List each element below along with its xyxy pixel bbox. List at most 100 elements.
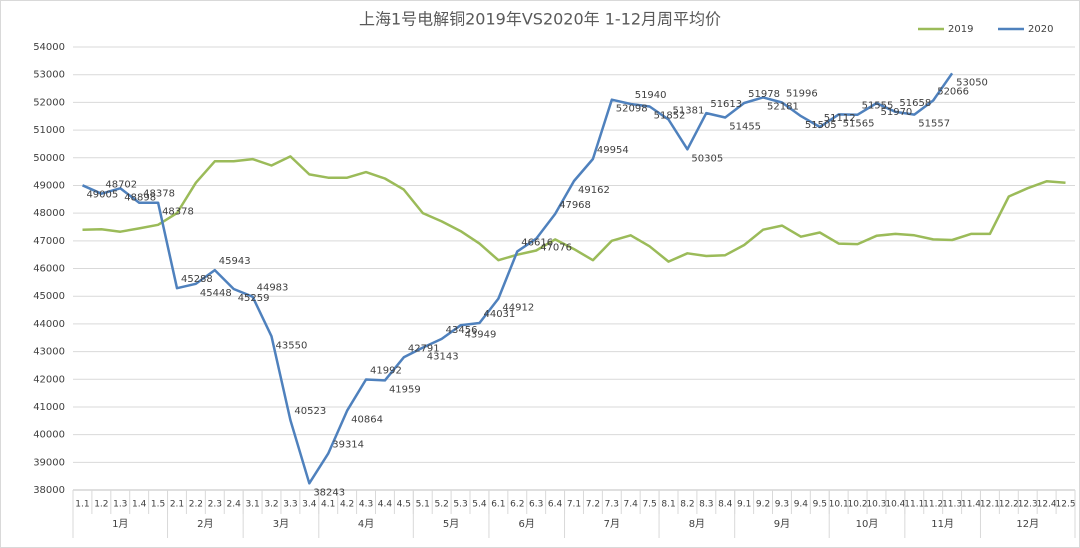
x-tick-label: 7.1 — [567, 500, 581, 510]
data-label: 44912 — [502, 303, 534, 314]
x-tick-label: 2.3 — [208, 500, 222, 510]
x-tick-label: 6.1 — [491, 500, 505, 510]
data-label: 40864 — [351, 415, 383, 426]
x-tick-label: 11.1 — [904, 500, 924, 510]
y-tick-label: 46000 — [33, 264, 65, 275]
x-tick-label: 4.4 — [378, 500, 393, 510]
data-label: 41959 — [389, 384, 421, 395]
x-tick-label: 9.2 — [756, 500, 770, 510]
x-tick-label: 5.3 — [453, 500, 467, 510]
data-label: 49005 — [86, 189, 118, 200]
y-tick-label: 45000 — [33, 291, 65, 302]
data-label: 43550 — [276, 340, 308, 351]
data-label: 45288 — [181, 274, 213, 285]
data-label: 44031 — [483, 309, 515, 320]
x-tick-label: 11.2 — [923, 500, 943, 510]
data-label: 45943 — [219, 256, 251, 267]
x-tick-label: 8.3 — [699, 500, 713, 510]
y-tick-label: 38000 — [33, 485, 65, 496]
group-label: 4月 — [358, 518, 374, 530]
data-label: 43949 — [465, 329, 497, 340]
data-label: 48378 — [162, 207, 194, 218]
data-label: 52066 — [937, 87, 969, 98]
x-tick-label: 4.5 — [397, 500, 411, 510]
x-tick-label: 3.3 — [283, 500, 297, 510]
data-label: 49162 — [578, 185, 610, 196]
x-tick-label: 3.4 — [302, 500, 317, 510]
data-label: 51978 — [748, 89, 780, 100]
x-tick-label: 6.3 — [529, 500, 543, 510]
x-tick-label: 10.1 — [829, 500, 849, 510]
data-label: 51852 — [654, 110, 686, 121]
x-tick-label: 3.1 — [245, 500, 259, 510]
x-tick-label: 5.2 — [434, 500, 448, 510]
x-tick-label: 7.3 — [605, 500, 619, 510]
y-tick-label: 51000 — [33, 125, 65, 136]
data-label: 51996 — [786, 88, 818, 99]
data-label: 53050 — [956, 77, 988, 88]
y-tick-label: 52000 — [33, 97, 65, 108]
y-tick-label: 48000 — [33, 208, 65, 219]
data-label: 51970 — [880, 107, 912, 118]
x-tick-label: 10.3 — [866, 500, 886, 510]
data-label: 47076 — [540, 243, 572, 254]
y-tick-label: 42000 — [33, 374, 65, 385]
x-tick-label: 9.4 — [794, 500, 809, 510]
x-tick-label: 7.2 — [586, 500, 600, 510]
y-tick-label: 39000 — [33, 457, 65, 468]
data-label: 45259 — [238, 293, 270, 304]
y-tick-label: 50000 — [33, 153, 65, 164]
group-label: 2月 — [197, 518, 213, 530]
chart-title: 上海1号电解铜2019年VS2020年 1-12月周平均价 — [359, 10, 721, 29]
group-label: 3月 — [273, 518, 289, 530]
group-label: 6月 — [519, 518, 535, 530]
data-label: 41992 — [370, 365, 402, 376]
x-tick-label: 1.4 — [132, 500, 147, 510]
data-label: 51613 — [710, 99, 742, 110]
legend-label: 2019 — [948, 24, 973, 35]
y-tick-label: 47000 — [33, 236, 65, 247]
data-label: 51565 — [843, 118, 875, 129]
x-tick-label: 4.1 — [321, 500, 335, 510]
x-tick-label: 2.2 — [189, 500, 203, 510]
x-tick-label: 12.5 — [1056, 500, 1076, 510]
series-line — [82, 155, 1066, 263]
data-label: 51557 — [918, 119, 950, 130]
series-line — [81, 72, 954, 485]
data-label: 48702 — [105, 180, 137, 191]
y-tick-label: 53000 — [33, 70, 65, 81]
x-tick-label: 9.5 — [813, 500, 827, 510]
group-label: 1月 — [112, 518, 128, 530]
x-tick-label: 7.4 — [624, 500, 639, 510]
x-tick-label: 10.4 — [885, 500, 905, 510]
data-label: 51658 — [899, 98, 931, 109]
x-tick-label: 2.1 — [170, 500, 184, 510]
x-tick-label: 2.4 — [227, 500, 242, 510]
x-tick-label: 12.3 — [1018, 500, 1038, 510]
legend-label: 2020 — [1028, 24, 1053, 35]
x-tick-label: 9.3 — [775, 500, 789, 510]
data-label: 51555 — [862, 101, 894, 112]
data-label: 45448 — [200, 288, 232, 299]
data-label: 51112 — [824, 113, 856, 124]
x-tick-label: 3.2 — [264, 500, 278, 510]
group-label: 5月 — [443, 518, 459, 530]
data-label: 52181 — [767, 101, 799, 112]
y-tick-label: 44000 — [33, 319, 65, 330]
x-tick-label: 8.4 — [718, 500, 733, 510]
y-tick-label: 41000 — [33, 402, 65, 413]
data-label: 52098 — [616, 104, 648, 115]
y-tick-label: 43000 — [33, 347, 65, 358]
x-tick-label: 11.4 — [961, 500, 981, 510]
data-label: 50305 — [691, 153, 723, 164]
data-label: 51940 — [635, 90, 667, 101]
data-label: 48378 — [143, 189, 175, 200]
y-tick-label: 49000 — [33, 180, 65, 191]
group-label: 7月 — [604, 518, 620, 530]
x-tick-label: 12.4 — [1037, 500, 1057, 510]
group-label: 9月 — [774, 518, 790, 530]
data-label: 51381 — [673, 106, 705, 117]
data-label: 39314 — [332, 440, 364, 451]
